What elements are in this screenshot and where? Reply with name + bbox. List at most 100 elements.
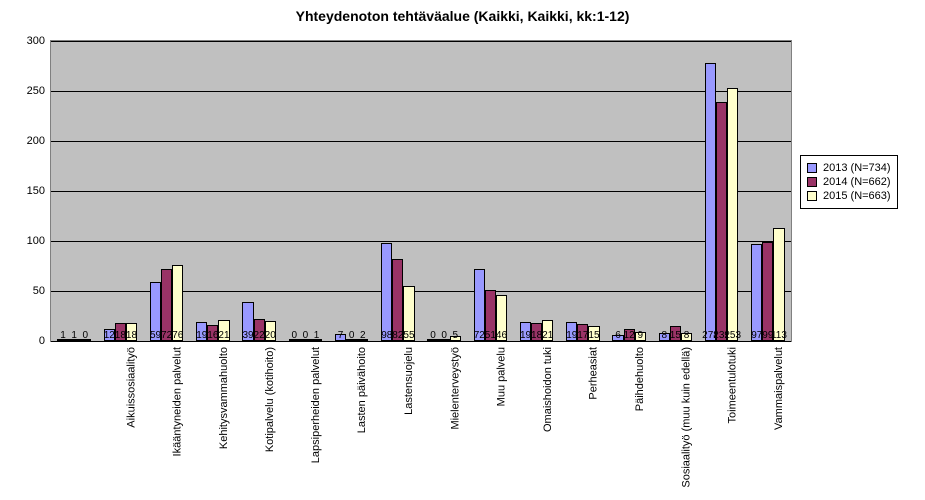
legend-label: 2015 (N=663) — [823, 190, 891, 202]
bar-value-label: 21 — [218, 331, 229, 341]
bar-2015: 253 — [727, 88, 738, 341]
bar-value-label: 1 — [60, 331, 66, 341]
bar-2014: 72 — [161, 269, 172, 341]
legend-swatch — [807, 191, 817, 201]
bar-value-label: 55 — [403, 331, 414, 341]
bar-2014: 51 — [485, 290, 496, 341]
y-grid-line — [51, 141, 791, 142]
x-category-label: Ikääntyneiden palvelut — [172, 347, 184, 456]
bar-2015: 8 — [681, 333, 692, 341]
bar-2015: 15 — [588, 326, 599, 341]
bar-2015: 9 — [635, 332, 646, 341]
bar-2013: 278 — [705, 63, 716, 341]
chart-title: Yhteydenoton tehtäväalue (Kaikki, Kaikki… — [0, 0, 925, 24]
bar-2015: 1 — [311, 339, 322, 341]
bar-value-label: 19 — [520, 331, 531, 341]
legend-item: 2015 (N=663) — [807, 190, 891, 202]
bar-value-label: 72 — [474, 331, 485, 341]
bar-2015: 55 — [403, 286, 414, 341]
bar-2013: 12 — [104, 329, 115, 341]
bar-2013: 59 — [150, 282, 161, 341]
x-category-label: Vammaispalvelut — [773, 347, 785, 430]
legend-label: 2013 (N=734) — [823, 162, 891, 174]
bar-value-label: 99 — [762, 331, 773, 341]
bar-value-label: 0 — [82, 331, 88, 341]
bar-value-label: 8 — [684, 331, 690, 341]
bar-value-label: 1 — [71, 331, 77, 341]
x-category-label: Kotipalvelu (kotihoito) — [264, 347, 276, 452]
bar-2014: 239 — [716, 102, 727, 341]
bar-value-label: 46 — [496, 331, 507, 341]
bar-value-label: 21 — [542, 331, 553, 341]
bar-2013: 72 — [474, 269, 485, 341]
bar-value-label: 82 — [392, 331, 403, 341]
bar-value-label: 7 — [338, 331, 344, 341]
bar-value-label: 0 — [291, 331, 297, 341]
bar-value-label: 18 — [126, 331, 137, 341]
y-tick-label: 200 — [27, 135, 51, 147]
bar-2015: 2 — [357, 339, 368, 341]
x-category-label: Mielenterveystyö — [449, 347, 461, 430]
x-category-label: Muu palvelu — [495, 347, 507, 406]
y-grid-line — [51, 241, 791, 242]
bar-value-label: 6 — [615, 331, 621, 341]
x-category-label: Päihdehuolto — [634, 347, 646, 411]
bar-2013: 19 — [520, 322, 531, 341]
bar-2013: 8 — [659, 333, 670, 341]
bar-value-label: 15 — [670, 331, 681, 341]
bar-2015: 46 — [496, 295, 507, 341]
bar-value-label: 16 — [207, 331, 218, 341]
bar-2013: 7 — [335, 334, 346, 341]
y-grid-line — [51, 41, 791, 42]
bar-value-label: 12 — [624, 331, 635, 341]
bar-value-label: 59 — [150, 331, 161, 341]
bar-2013: 19 — [566, 322, 577, 341]
x-category-label: Omaishoidon tuki — [542, 347, 554, 432]
bar-value-label: 9 — [637, 331, 643, 341]
bar-value-label: 18 — [531, 331, 542, 341]
bar-value-label: 2 — [360, 331, 366, 341]
bar-2013: 0 — [427, 339, 438, 341]
bar-value-label: 15 — [588, 331, 599, 341]
y-tick-label: 150 — [27, 185, 51, 197]
bar-value-label: 22 — [254, 331, 265, 341]
bar-2014: 0 — [439, 339, 450, 341]
bar-2015: 0 — [80, 339, 91, 341]
legend: 2013 (N=734) 2014 (N=662) 2015 (N=663) — [800, 155, 898, 209]
legend-swatch — [807, 163, 817, 173]
x-category-label: Perheasiat — [588, 347, 600, 400]
bar-value-label: 18 — [115, 331, 126, 341]
bar-2015: 5 — [450, 336, 461, 341]
bar-value-label: 51 — [485, 331, 496, 341]
bar-value-label: 0 — [441, 331, 447, 341]
bar-2013: 98 — [381, 243, 392, 341]
x-category-label: Lasten päivähoito — [357, 347, 369, 433]
x-category-label: Aikuissosiaalityö — [125, 347, 137, 428]
bar-2014: 18 — [531, 323, 542, 341]
bar-2014: 12 — [624, 329, 635, 341]
bar-value-label: 17 — [577, 331, 588, 341]
bar-value-label: 72 — [161, 331, 172, 341]
y-tick-label: 50 — [33, 285, 51, 297]
x-category-label: Toimeentulotuki — [727, 347, 739, 423]
y-tick-label: 100 — [27, 235, 51, 247]
bar-2014: 17 — [577, 324, 588, 341]
bar-2014: 0 — [300, 339, 311, 341]
legend-item: 2013 (N=734) — [807, 162, 891, 174]
bar-value-label: 0 — [430, 331, 436, 341]
bar-2013: 97 — [751, 244, 762, 341]
x-category-label: Lapsiperheiden palvelut — [310, 347, 322, 463]
bar-value-label: 5 — [452, 331, 458, 341]
legend-item: 2014 (N=662) — [807, 176, 891, 188]
bar-2013: 39 — [242, 302, 253, 341]
bar-value-label: 19 — [566, 331, 577, 341]
bar-value-label: 8 — [661, 331, 667, 341]
bar-2014: 0 — [346, 339, 357, 341]
bar-value-label: 19 — [196, 331, 207, 341]
bar-2014: 16 — [207, 325, 218, 341]
bar-value-label: 76 — [172, 331, 183, 341]
bar-2014: 1 — [69, 339, 80, 341]
y-tick-label: 300 — [27, 35, 51, 47]
bar-2015: 76 — [172, 265, 183, 341]
bar-2015: 21 — [218, 320, 229, 341]
